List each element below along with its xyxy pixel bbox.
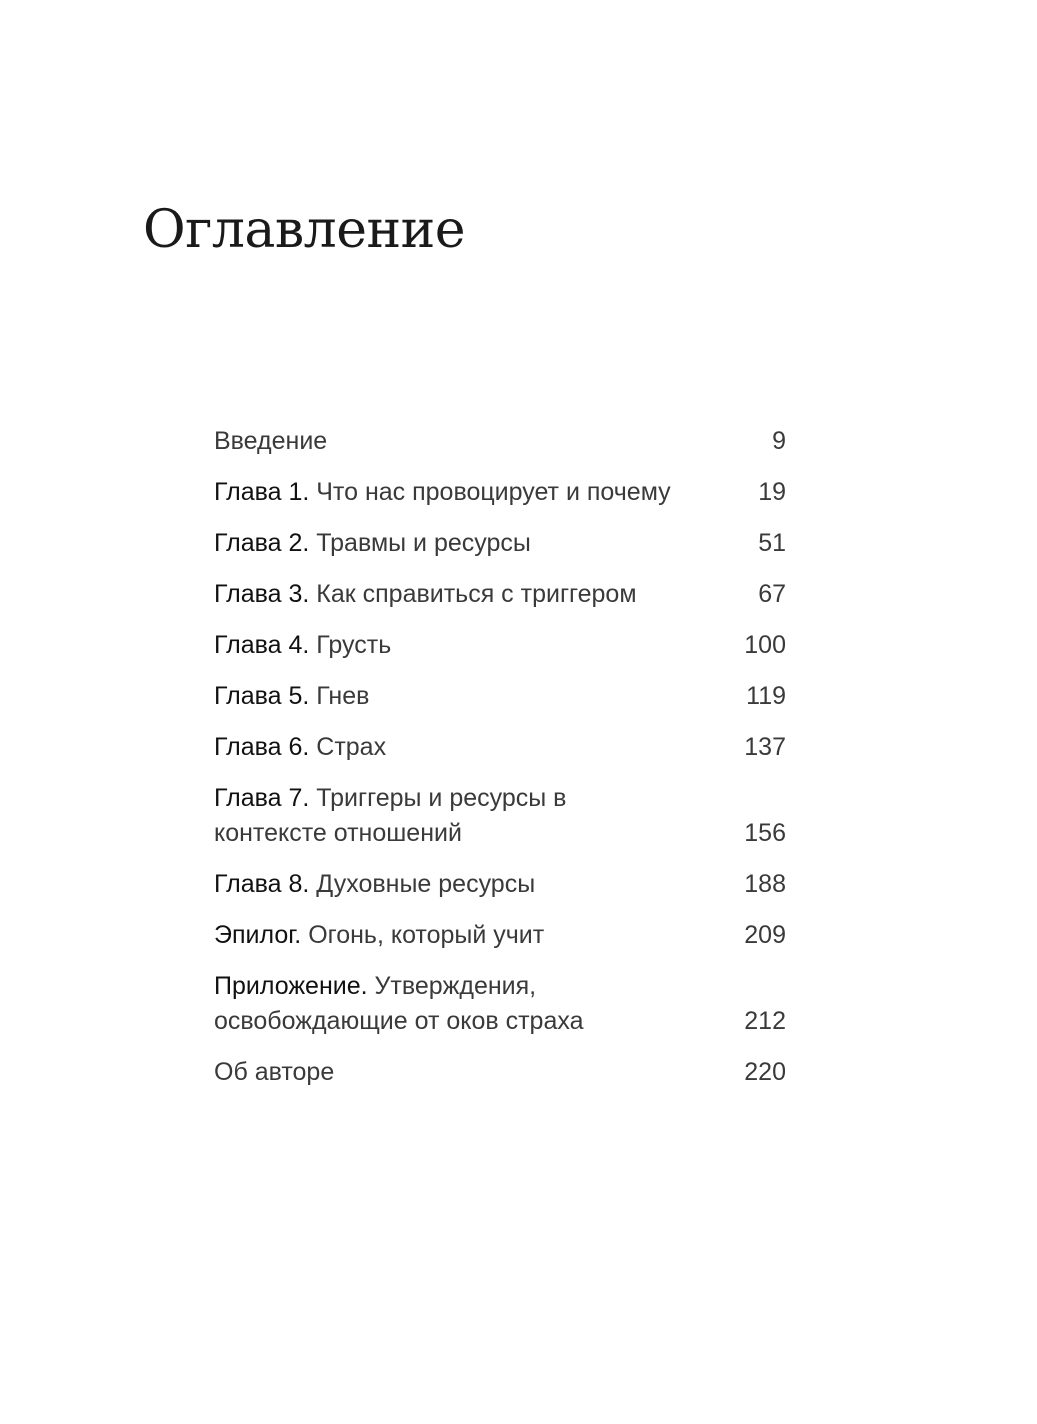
toc-entry-about-author[interactable]: Об авторе 220 [214, 1055, 786, 1090]
entry-page: 212 [744, 1007, 786, 1035]
toc-entry-chapter-5[interactable]: Глава 5. Гнев 119 [214, 679, 786, 714]
entry-title: Что нас провоцирует и почему [309, 478, 671, 506]
entry-title: Гнев [309, 682, 370, 710]
toc-entry-appendix[interactable]: Приложение. Утверждения, освобождающие о… [214, 969, 786, 1039]
entry-title: Об авторе [214, 1058, 335, 1086]
entry-label: Глава 8. [214, 870, 310, 898]
page-title: Оглавление [143, 200, 466, 260]
table-of-contents: Введение 9 Глава 1. Что нас провоцирует и… [214, 424, 786, 1090]
toc-entry-chapter-8[interactable]: Глава 8. Духовные ресурсы 188 [214, 867, 786, 902]
entry-label: Глава 1. [214, 478, 310, 506]
entry-page: 100 [744, 631, 786, 659]
entry-title: Огонь, который учит [301, 921, 545, 949]
entry-label: Эпилог. [214, 921, 302, 949]
entry-page: 188 [744, 870, 786, 898]
entry-page: 209 [744, 921, 786, 949]
entry-label: Глава 6. [214, 733, 310, 761]
entry-label: Глава 4. [214, 631, 310, 659]
entry-title: Утверждения, освобождающие от оков страх… [214, 972, 584, 1035]
entry-label: Глава 7. [214, 784, 310, 812]
toc-entry-chapter-3[interactable]: Глава 3. Как справиться с триггером 67 [214, 577, 786, 612]
entry-label: Глава 3. [214, 580, 310, 608]
entry-page: 67 [758, 580, 786, 608]
entry-page: 119 [746, 682, 786, 710]
entry-title: Грусть [309, 631, 392, 659]
entry-title: Как справиться с триггером [309, 580, 637, 608]
entry-title: Триггеры и ресурсы в контексте отношений [214, 784, 567, 847]
toc-entry-chapter-4[interactable]: Глава 4. Грусть 100 [214, 628, 786, 663]
toc-entry-chapter-6[interactable]: Глава 6. Страх 137 [214, 730, 786, 765]
entry-title: Травмы и ресурсы [309, 529, 531, 557]
entry-page: 9 [772, 427, 786, 455]
toc-entry-chapter-2[interactable]: Глава 2. Травмы и ресурсы 51 [214, 526, 786, 561]
entry-label: Приложение. [214, 972, 368, 1000]
entry-label: Глава 2. [214, 529, 310, 557]
entry-page: 19 [758, 478, 786, 506]
entry-title: Духовные ресурсы [309, 870, 536, 898]
toc-entry-chapter-1[interactable]: Глава 1. Что нас провоцирует и почему 19 [214, 475, 786, 510]
entry-title: Введение [214, 427, 328, 455]
toc-entry-epilogue[interactable]: Эпилог. Огонь, который учит 209 [214, 918, 786, 953]
entry-title: Страх [309, 733, 387, 761]
toc-entry-chapter-7[interactable]: Глава 7. Триггеры и ресурсы в контексте … [214, 781, 786, 851]
entry-page: 220 [744, 1058, 786, 1086]
entry-page: 137 [744, 733, 786, 761]
toc-entry-intro[interactable]: Введение 9 [214, 424, 786, 459]
entry-label: Глава 5. [214, 682, 310, 710]
entry-page: 51 [758, 529, 786, 557]
entry-page: 156 [744, 819, 786, 847]
